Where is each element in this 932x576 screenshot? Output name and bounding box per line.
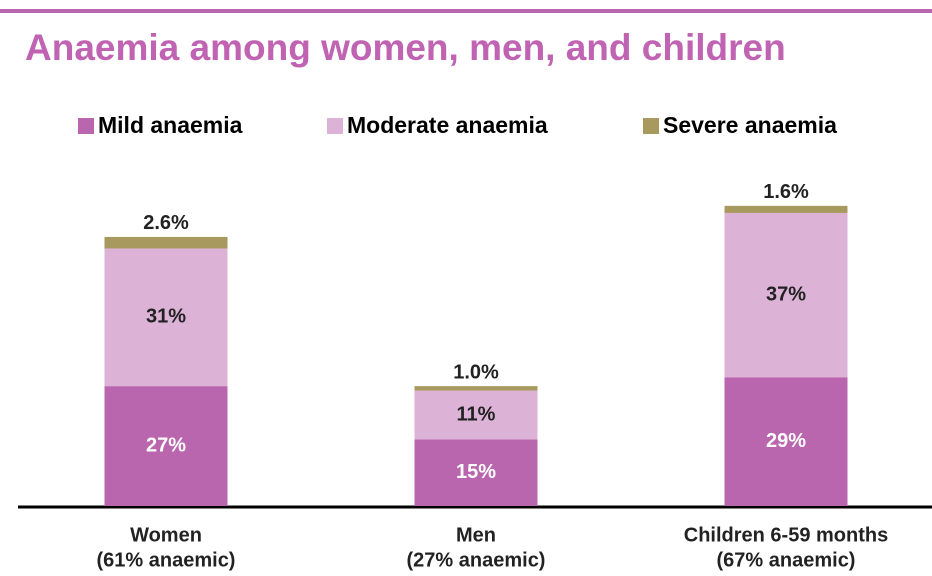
x-tick-label: (27% anaemic) bbox=[407, 549, 546, 571]
x-tick-label: (67% anaemic) bbox=[717, 549, 856, 571]
legend-swatch bbox=[78, 118, 94, 134]
value-label: 1.6% bbox=[763, 181, 809, 203]
value-label: 2.6% bbox=[143, 212, 189, 234]
bar-segment bbox=[724, 205, 848, 213]
bar-segment bbox=[414, 439, 538, 506]
x-tick-label: (61% anaemic) bbox=[97, 549, 236, 571]
value-label: 15% bbox=[456, 461, 496, 483]
x-tick-label: Women bbox=[130, 524, 202, 546]
bar-segment bbox=[104, 236, 228, 249]
chart-title: Anaemia among women, men, and children bbox=[25, 27, 786, 68]
value-label: 1.0% bbox=[453, 361, 499, 383]
legend-label: Mild anaemia bbox=[98, 112, 243, 138]
bar-segment bbox=[724, 212, 848, 378]
bar-segment bbox=[414, 390, 538, 440]
top-rule bbox=[0, 9, 932, 13]
value-label: 27% bbox=[146, 434, 186, 456]
bar-segment bbox=[104, 248, 228, 387]
value-label: 37% bbox=[766, 283, 806, 305]
legend-swatch bbox=[643, 118, 659, 134]
bar-segment bbox=[414, 386, 538, 391]
bar-segment bbox=[724, 377, 848, 506]
x-tick-label: Men bbox=[456, 524, 496, 546]
legend-swatch bbox=[327, 118, 343, 134]
legend-label: Moderate anaemia bbox=[347, 112, 548, 138]
value-label: 31% bbox=[146, 306, 186, 328]
bar-segment bbox=[104, 386, 228, 506]
value-label: 11% bbox=[457, 403, 496, 425]
x-tick-label: Children 6-59 months bbox=[684, 524, 888, 546]
legend-label: Severe anaemia bbox=[663, 112, 837, 138]
value-label: 29% bbox=[766, 430, 806, 452]
